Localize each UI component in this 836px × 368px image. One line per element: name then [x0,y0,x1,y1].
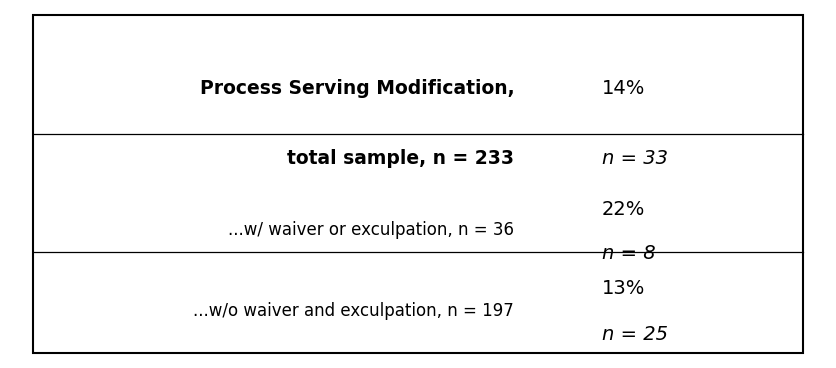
Text: n = 8: n = 8 [602,244,655,263]
Text: 14%: 14% [602,79,645,98]
Text: total sample, n = 233: total sample, n = 233 [287,149,514,168]
Text: 13%: 13% [602,279,645,298]
Text: n = 25: n = 25 [602,325,668,344]
Text: Process Serving Modification,: Process Serving Modification, [200,79,514,98]
Text: ...w/o waiver and exculpation, n = 197: ...w/o waiver and exculpation, n = 197 [193,302,514,320]
Text: 22%: 22% [602,200,645,219]
Text: ...w/ waiver or exculpation, n = 36: ...w/ waiver or exculpation, n = 36 [228,221,514,239]
FancyBboxPatch shape [33,15,803,353]
Text: n = 33: n = 33 [602,149,668,168]
